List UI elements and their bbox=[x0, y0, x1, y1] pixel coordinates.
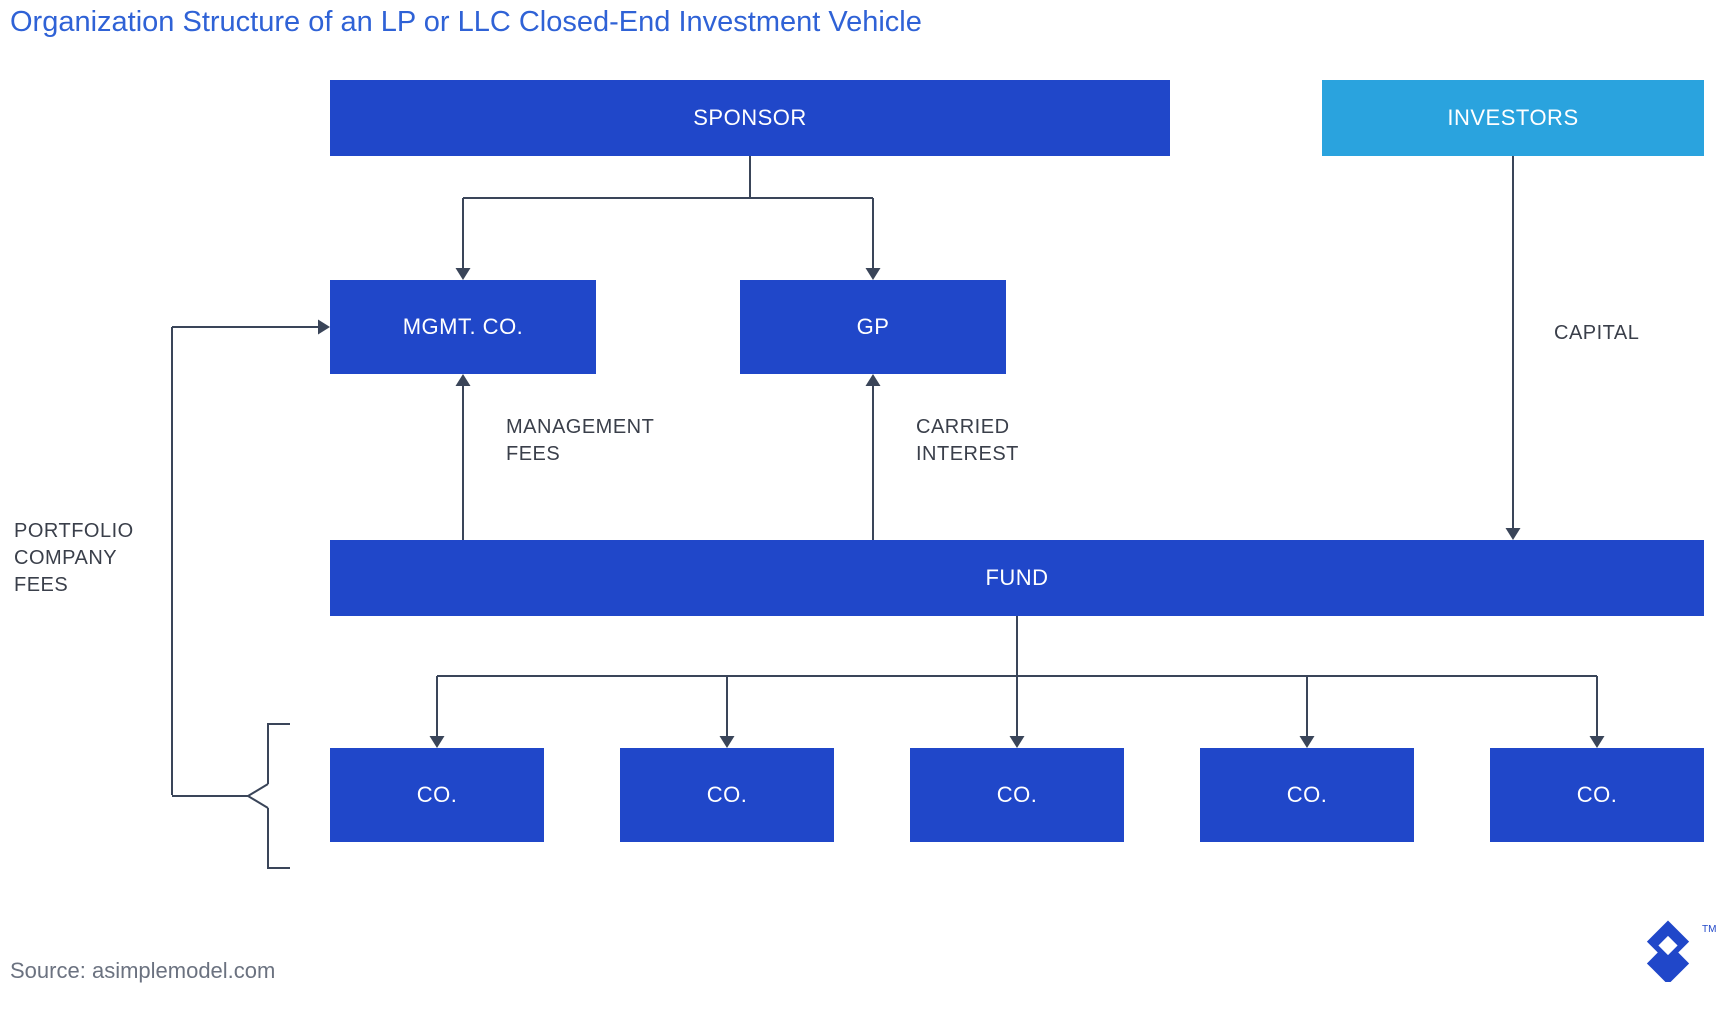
node-investors: INVESTORS bbox=[1322, 80, 1704, 156]
node-co4: CO. bbox=[1200, 748, 1414, 842]
node-gp: GP bbox=[740, 280, 1006, 374]
trademark-label: TM bbox=[1702, 924, 1716, 935]
label-carried: CARRIEDINTEREST bbox=[916, 414, 1019, 468]
node-label: CO. bbox=[1287, 782, 1328, 808]
node-co3: CO. bbox=[910, 748, 1124, 842]
node-mgmt: MGMT. CO. bbox=[330, 280, 596, 374]
page-title: Organization Structure of an LP or LLC C… bbox=[10, 6, 922, 39]
label-portfolio-fees: PORTFOLIOCOMPANYFEES bbox=[14, 518, 134, 599]
node-label: CO. bbox=[707, 782, 748, 808]
brand-logo-icon: TM bbox=[1636, 918, 1700, 982]
label-mgmt-fees: MANAGEMENTFEES bbox=[506, 414, 654, 468]
node-co1: CO. bbox=[330, 748, 544, 842]
node-co2: CO. bbox=[620, 748, 834, 842]
diagram-canvas: Organization Structure of an LP or LLC C… bbox=[0, 0, 1720, 1014]
label-capital: CAPITAL bbox=[1554, 320, 1639, 347]
node-label: CO. bbox=[1577, 782, 1618, 808]
source-label: Source: bbox=[10, 958, 86, 983]
node-label: CO. bbox=[997, 782, 1038, 808]
node-label: INVESTORS bbox=[1447, 105, 1578, 131]
node-sponsor: SPONSOR bbox=[330, 80, 1170, 156]
node-label: GP bbox=[857, 314, 890, 340]
node-fund: FUND bbox=[330, 540, 1704, 616]
node-label: FUND bbox=[985, 565, 1048, 591]
source-value: asimplemodel.com bbox=[92, 958, 275, 983]
node-label: MGMT. CO. bbox=[403, 314, 524, 340]
node-co5: CO. bbox=[1490, 748, 1704, 842]
source-attribution: Source: asimplemodel.com bbox=[10, 958, 275, 984]
node-label: CO. bbox=[417, 782, 458, 808]
node-label: SPONSOR bbox=[693, 105, 807, 131]
